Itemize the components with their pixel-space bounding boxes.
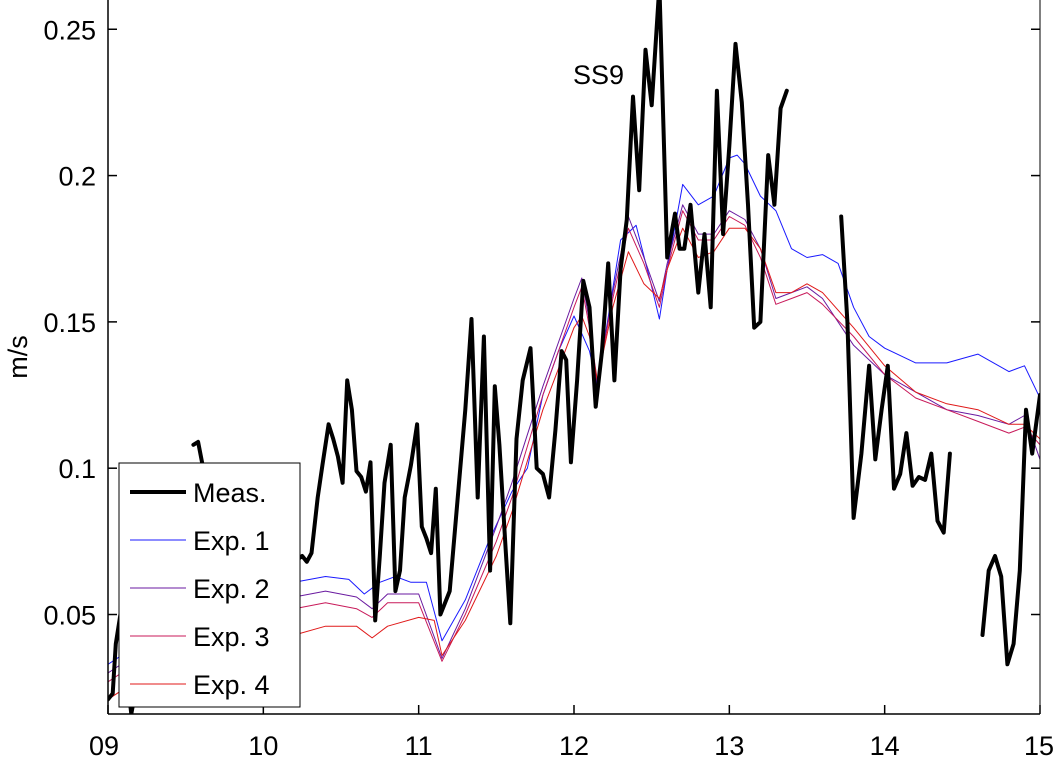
legend-label: Exp. 2 — [193, 574, 270, 604]
x-tick-label: 10 — [248, 731, 278, 758]
series-line-exp-1 — [108, 154, 1040, 665]
legend: Meas. Exp. 1 Exp. 2 Exp. 3 Exp. 4 — [118, 462, 301, 708]
legend-label: Exp. 3 — [193, 622, 270, 652]
legend-box — [118, 462, 301, 708]
series-line-meas — [839, 214, 952, 535]
legend-label: Exp. 1 — [193, 526, 270, 556]
series-line-meas — [980, 393, 1040, 667]
y-tick-label: 0.05 — [43, 601, 96, 631]
series-line-meas — [191, 0, 789, 626]
y-tick-label: 0.15 — [43, 308, 96, 338]
legend-label: Exp. 4 — [193, 670, 270, 700]
series-line-exp-4 — [108, 227, 1040, 700]
x-tick-label: 15 — [1024, 731, 1054, 758]
y-axis-title: m/s — [3, 335, 33, 379]
ticks: 09 10 11 12 13 14 15 0.05 0.1 0.15 0.2 0.25 — [43, 15, 1054, 758]
x-tick-label: 13 — [714, 731, 744, 758]
y-tick-label: 0.25 — [43, 15, 96, 45]
series-annotation: SS9 — [573, 60, 624, 90]
x-tick-label: 12 — [559, 731, 589, 758]
x-tick-label: 11 — [405, 731, 433, 758]
x-tick-label: 09 — [89, 731, 119, 758]
y-tick-label: 0.1 — [58, 454, 96, 484]
x-tick-label: 14 — [870, 731, 900, 758]
legend-label: Meas. — [193, 478, 267, 508]
y-tick-label: 0.2 — [58, 162, 96, 192]
